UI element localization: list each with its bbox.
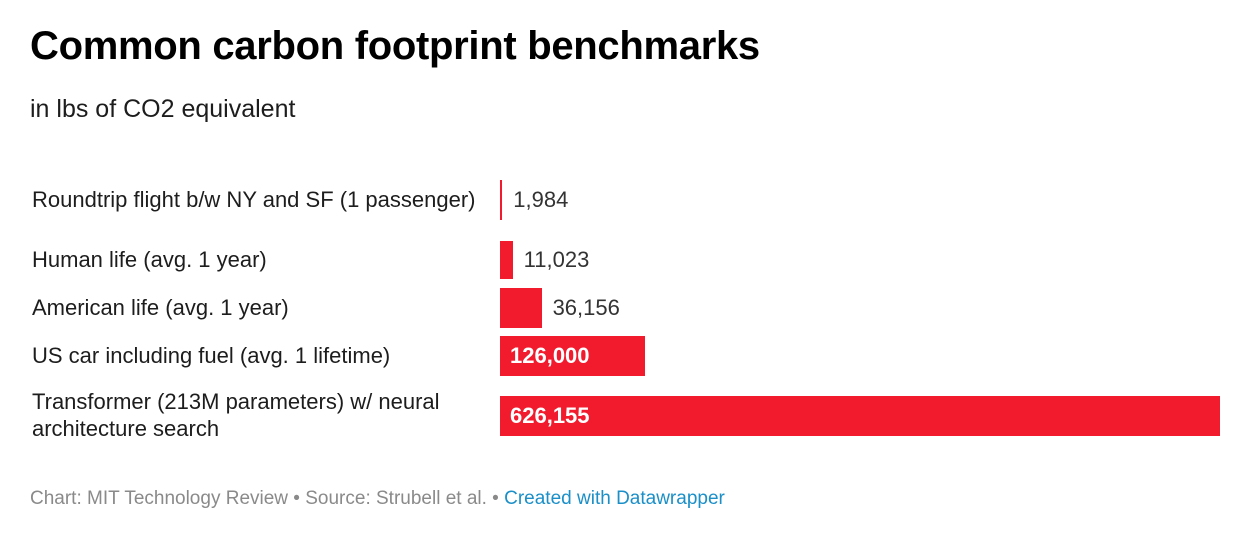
- category-label: Transformer (213M parameters) w/ neural …: [32, 389, 440, 441]
- bar: [500, 288, 542, 328]
- bar: [500, 241, 513, 279]
- datawrapper-link[interactable]: Created with Datawrapper: [504, 488, 725, 509]
- category-label: Roundtrip flight b/w NY and SF (1 passen…: [32, 186, 476, 212]
- chart-title: Common carbon footprint benchmarks: [30, 24, 760, 68]
- bar: [500, 396, 1220, 436]
- value-label: 11,023: [523, 247, 590, 272]
- category-label: Human life (avg. 1 year): [32, 246, 267, 272]
- bar: [500, 336, 645, 376]
- footer-separator: •: [288, 488, 306, 509]
- footer-separator: •: [486, 488, 505, 509]
- category-label: American life (avg. 1 year): [32, 294, 289, 320]
- value-label: 1,984: [513, 187, 569, 212]
- category-label: US car including fuel (avg. 1 lifetime): [32, 342, 391, 368]
- chart-credit: Chart: MIT Technology Review: [30, 488, 289, 509]
- chart-footer: Chart: MIT Technology Review • Source: S…: [30, 488, 725, 510]
- source-credit: Source: Strubell et al.: [305, 488, 487, 509]
- value-label: 626,155: [510, 403, 590, 428]
- bar: [500, 180, 503, 220]
- value-label: 36,156: [552, 295, 620, 320]
- chart-subtitle: in lbs of CO2 equivalent: [30, 95, 296, 123]
- value-label: 126,000: [510, 343, 590, 368]
